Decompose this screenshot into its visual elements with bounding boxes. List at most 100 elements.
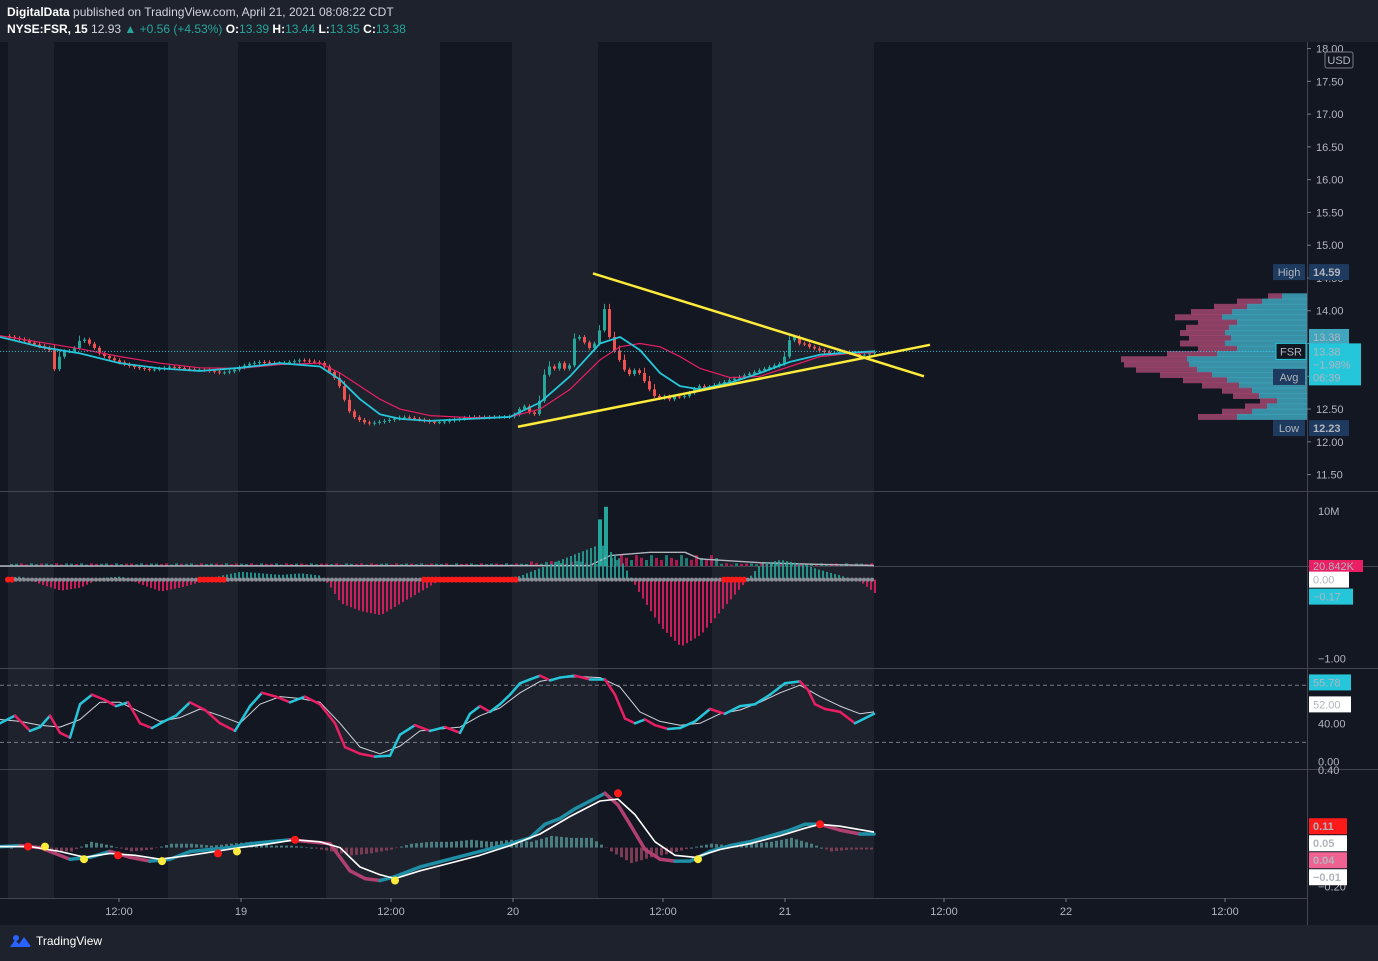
cross-dot-red <box>816 820 824 829</box>
price-tick-label: 16.50 <box>1316 142 1344 154</box>
cross-dot-yellow <box>80 855 88 864</box>
squeeze-dot-gray <box>178 577 182 582</box>
squeeze-dot-gray <box>58 577 62 582</box>
oscillator2-histogram-bar <box>700 845 703 848</box>
squeeze-dot-gray <box>590 577 594 582</box>
stochastic-k-segment <box>48 714 62 735</box>
oscillator2-label-white-box <box>1309 835 1347 852</box>
volume-profile-bar <box>1160 371 1212 378</box>
volume-bar <box>645 559 648 566</box>
volume-profile-bar <box>1267 403 1307 410</box>
squeeze-dot-gray <box>794 577 798 582</box>
publisher-name[interactable]: DigitalData <box>7 5 70 19</box>
volume-bar <box>595 564 598 566</box>
oscillator-histogram-bar <box>314 574 316 580</box>
oscillator2-histogram-bar <box>215 845 218 848</box>
volume-bar <box>345 563 348 566</box>
stochastic-k-segment <box>68 702 82 739</box>
candle-body <box>363 419 366 423</box>
oscillator2-histogram-bar <box>615 847 618 855</box>
oscillator-histogram-bar <box>306 574 308 580</box>
oscillator-histogram-bar <box>806 565 808 580</box>
oscillator2-histogram-bar <box>685 847 688 850</box>
oscillator-histogram-bar <box>166 579 168 591</box>
volume-bar <box>290 563 293 566</box>
volume-bar <box>430 563 433 566</box>
volume-profile-bar <box>1191 309 1232 316</box>
volume-spike-bar <box>604 506 608 566</box>
volume-bar <box>455 563 458 566</box>
oscillator2-histogram-bar <box>300 846 303 848</box>
candle-body <box>563 363 566 369</box>
volume-profile-bar <box>1180 340 1225 347</box>
oscillator2-fast-segment <box>363 876 382 883</box>
candle-body <box>228 371 231 373</box>
squeeze-dot-gray <box>654 577 658 582</box>
candle-body <box>758 370 761 373</box>
oscillator2-histogram-bar <box>570 837 573 848</box>
oscillator-histogram-bar <box>810 567 812 580</box>
oscillator2-fast-segment <box>708 843 732 854</box>
candle-body <box>868 353 871 355</box>
oscillator2-histogram-bar <box>640 847 643 861</box>
volume-profile-bar <box>1237 345 1307 352</box>
candle-body <box>788 340 791 357</box>
volume-bar <box>25 564 28 566</box>
oscillator2-histogram-bar <box>140 847 143 851</box>
volume-bar <box>545 561 548 566</box>
squeeze-dot-gray <box>390 577 394 582</box>
volume-profile-bar <box>1237 319 1307 326</box>
oscillator-histogram-bar <box>378 579 380 615</box>
volume-bar <box>370 563 373 566</box>
oscillator-histogram-bar <box>574 554 576 580</box>
oscillator2-histogram-bar <box>475 840 478 848</box>
squeeze-dot-gray <box>110 577 114 582</box>
high-marker-box <box>1309 264 1349 281</box>
stochastic-k-segment <box>853 712 876 725</box>
volume-bar <box>630 560 633 566</box>
candle-body <box>183 368 186 370</box>
squeeze-dot-gray <box>762 577 766 582</box>
candle-body <box>523 406 526 410</box>
oscillator2-histogram-bar <box>745 844 748 848</box>
chart-canvas[interactable]: 18.0017.5017.0016.5016.0015.5015.0014.50… <box>0 42 1378 925</box>
squeeze-dot-gray <box>798 577 802 582</box>
oscillator2-histogram-bar <box>645 847 648 859</box>
oscillator-histogram-bar <box>770 561 772 580</box>
oscillator2-histogram-bar <box>620 847 623 858</box>
oscillator-histogram-bar <box>178 579 180 588</box>
squeeze-dot-red <box>9 576 15 583</box>
oscillator2-histogram-bar <box>70 847 73 852</box>
stochastic-k-box <box>1309 674 1351 691</box>
volume-profile-bar <box>1245 403 1267 410</box>
squeeze-dot-gray <box>718 577 722 582</box>
squeeze-dot-gray <box>566 577 570 582</box>
squeeze-dot-gray <box>562 577 566 582</box>
squeeze-dot-gray <box>86 577 90 582</box>
oscillator-histogram-bar <box>530 571 532 580</box>
candle-body <box>553 366 556 369</box>
oscillator-histogram-bar <box>654 579 656 618</box>
squeeze-dot-gray <box>362 577 366 582</box>
stochastic-k-segment <box>813 702 827 711</box>
oscillator-histogram-bar <box>50 579 52 588</box>
volume-bar <box>655 557 658 566</box>
oscillator-histogram-bar <box>538 568 540 580</box>
symbol-label[interactable]: NYSE:FSR, 15 <box>7 22 88 36</box>
volume-bar <box>55 563 58 566</box>
oscillator-histogram-bar <box>550 563 552 580</box>
oscillator2-histogram-bar <box>285 845 288 848</box>
candle-body <box>338 377 341 387</box>
oscillator2-fast-segment <box>338 855 352 873</box>
squeeze-dot-gray <box>394 577 398 582</box>
stochastic-k-segment <box>468 704 482 716</box>
oscillator-histogram-bar <box>138 579 140 584</box>
candle-body <box>823 350 826 352</box>
tradingview-logo[interactable]: TradingView <box>8 934 102 948</box>
squeeze-dot-gray <box>410 577 414 582</box>
cross-dot-red <box>24 842 32 851</box>
squeeze-dot-gray <box>522 577 526 582</box>
time-tick-label: 12:00 <box>377 906 405 918</box>
oscillator-histogram-bar <box>706 579 708 628</box>
oscillator-histogram-bar <box>714 579 716 619</box>
